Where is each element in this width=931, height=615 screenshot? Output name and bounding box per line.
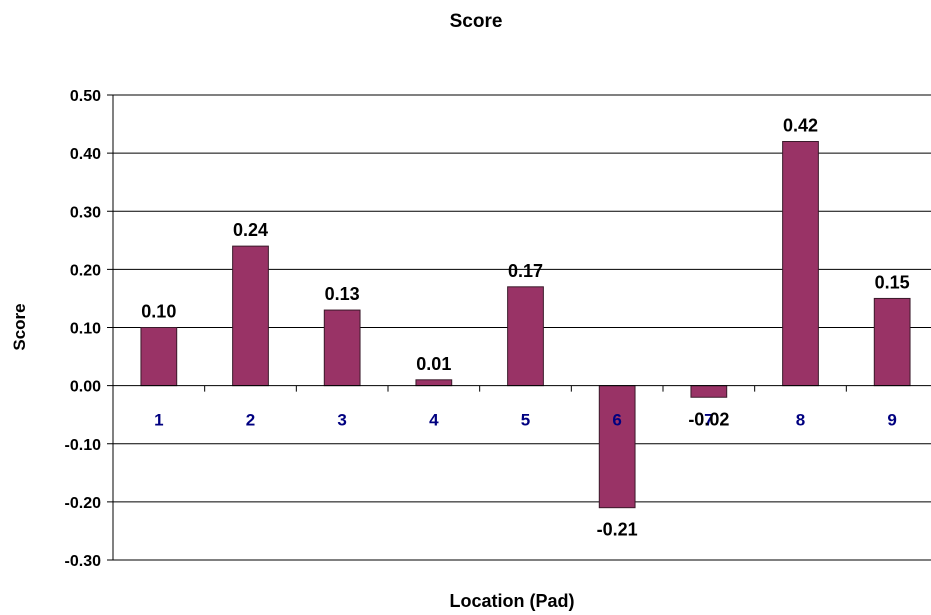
y-tick-label: 0.50 <box>70 88 101 105</box>
x-category-label: 4 <box>429 411 439 430</box>
bar <box>232 245 269 387</box>
x-axis-label: Location (Pad) <box>450 591 575 611</box>
y-tick-label: -0.30 <box>65 553 102 570</box>
data-label: 0.24 <box>233 220 268 240</box>
x-category-label: 1 <box>154 411 163 430</box>
x-category-label: 8 <box>796 411 805 430</box>
bars <box>140 141 911 509</box>
data-label: 0.17 <box>508 261 543 281</box>
x-category-label: 6 <box>612 411 621 430</box>
axes <box>107 94 931 561</box>
x-category-labels: 1 2 3 4 5 6 7 8 9 <box>154 411 897 430</box>
y-tick-label: -0.20 <box>65 495 102 512</box>
y-tick-labels: 0.50 0.40 0.30 0.20 0.10 0.00 -0.10 -0.20 -0.30 <box>65 88 102 570</box>
data-label: -0.02 <box>688 409 729 429</box>
bar <box>323 309 361 387</box>
bar <box>507 286 544 387</box>
data-labels: 0.10 0.24 0.13 0.01 0.17 -0.21 -0.02 0.42 0.15 <box>141 116 909 540</box>
x-category-label: 3 <box>337 411 346 430</box>
y-tick-label: -0.10 <box>65 437 102 454</box>
data-label: 0.10 <box>141 302 176 322</box>
x-category-label: 2 <box>246 411 255 430</box>
bar <box>415 379 453 387</box>
y-tick-label: 0.00 <box>70 379 101 396</box>
y-axis-label: Score <box>10 303 29 350</box>
y-tick-label: 0.20 <box>70 262 101 279</box>
bar <box>598 385 636 509</box>
y-tick-label: 0.40 <box>70 146 101 163</box>
data-label: 0.15 <box>875 272 910 292</box>
x-category-label: 7 <box>704 411 713 430</box>
y-tick-label: 0.30 <box>70 204 101 221</box>
data-label: -0.21 <box>597 520 638 540</box>
x-category-label: 9 <box>887 411 896 430</box>
data-label: 0.42 <box>783 116 818 136</box>
y-tick-label: 0.10 <box>70 321 101 338</box>
bar <box>873 297 911 387</box>
data-label: 0.01 <box>416 354 451 374</box>
data-label: 0.13 <box>325 284 360 304</box>
bar <box>782 141 819 387</box>
bar <box>140 327 178 387</box>
bar <box>690 385 728 398</box>
chart-title: Score <box>450 11 503 32</box>
x-category-label: 5 <box>521 411 530 430</box>
